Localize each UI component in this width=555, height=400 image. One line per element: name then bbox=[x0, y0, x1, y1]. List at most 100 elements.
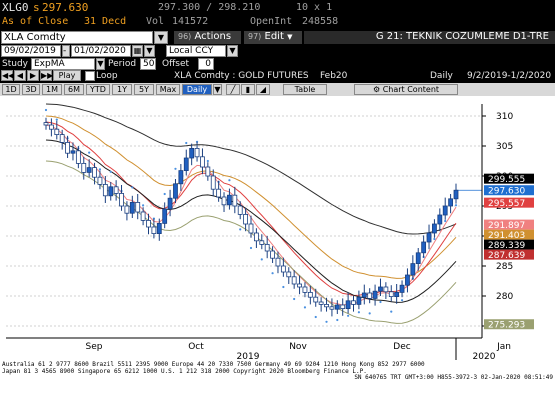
as-of-bar: As of Close 31 Decd Vol 141572 OpenInt 2… bbox=[0, 15, 555, 28]
candle bbox=[448, 198, 454, 207]
tab-ytd[interactable]: YTD bbox=[86, 84, 110, 95]
candle bbox=[70, 150, 76, 154]
sar-dot bbox=[239, 228, 242, 231]
fast-forward-icon[interactable]: ▶▶ bbox=[40, 70, 54, 81]
actions-menu[interactable]: 96) Actions ▼ bbox=[174, 31, 241, 53]
value-tag bbox=[484, 229, 534, 240]
candle bbox=[334, 304, 340, 310]
end-date-input[interactable]: 01/02/2020 bbox=[71, 45, 131, 57]
candle bbox=[210, 175, 216, 190]
table-button[interactable]: Table bbox=[283, 84, 327, 95]
tab-1m[interactable]: 1M bbox=[42, 84, 62, 95]
calendar-dropdown-icon[interactable]: ▼ bbox=[144, 45, 155, 57]
sar-dot bbox=[44, 108, 48, 112]
sar-dot bbox=[271, 272, 274, 275]
rewind-icon[interactable]: ◀◀ bbox=[1, 70, 15, 81]
line-chart-icon[interactable]: ╱ bbox=[226, 84, 240, 95]
x-tick-label: Sep bbox=[86, 342, 103, 352]
edit-menu[interactable]: 97) Edit ▼ bbox=[244, 31, 302, 44]
candle bbox=[394, 291, 400, 297]
sar-dot bbox=[454, 204, 458, 207]
range-label: 9/2/2019-1/2/2020 bbox=[467, 71, 552, 81]
candle bbox=[124, 205, 130, 214]
frequency-label: Daily bbox=[430, 71, 453, 81]
as-of-label: As of Close bbox=[2, 16, 69, 27]
candle bbox=[361, 292, 367, 298]
area-chart-icon[interactable]: ◢ bbox=[256, 84, 270, 95]
candle-chart-icon[interactable]: ▮ bbox=[241, 84, 255, 95]
candle bbox=[313, 296, 319, 303]
candle bbox=[205, 166, 211, 177]
volume-label: Vol bbox=[146, 16, 165, 27]
frequency-dropdown-icon[interactable]: ▼ bbox=[213, 84, 222, 95]
y-tick-label: 305 bbox=[496, 142, 513, 152]
contract-label: Feb20 bbox=[320, 71, 348, 81]
candle bbox=[189, 148, 195, 159]
chart-content-button[interactable]: ⚙ Chart Content bbox=[354, 84, 458, 95]
candle bbox=[156, 223, 162, 235]
play-button[interactable]: Play bbox=[53, 70, 81, 81]
sar-dot bbox=[433, 237, 436, 241]
frequency-select[interactable]: Daily bbox=[182, 84, 212, 95]
value-tag-label: 291.897 bbox=[488, 221, 525, 231]
calendar-icon[interactable]: ▦ bbox=[132, 45, 143, 57]
tab-1y[interactable]: 1Y bbox=[112, 84, 132, 95]
study-select[interactable]: ExpMA bbox=[31, 58, 95, 70]
x-tick-label: Jan bbox=[496, 342, 511, 352]
footer: Australia 61 2 9777 8600 Brazil 5511 239… bbox=[0, 360, 555, 400]
actions-label: Actions bbox=[194, 31, 232, 42]
sar-dot bbox=[357, 311, 360, 314]
period-input[interactable]: 50 bbox=[140, 58, 156, 70]
tab-max[interactable]: Max bbox=[156, 84, 180, 95]
value-tag-label: 291.403 bbox=[488, 231, 525, 241]
candle bbox=[453, 189, 459, 200]
ticker: XLG0 bbox=[2, 1, 29, 14]
candle bbox=[173, 183, 178, 199]
step-back-icon[interactable]: ◀ bbox=[14, 70, 26, 81]
start-date-input[interactable]: 09/02/2019 bbox=[1, 45, 61, 57]
value-tag bbox=[484, 197, 534, 208]
candle bbox=[415, 252, 421, 265]
candle bbox=[221, 196, 227, 206]
loop-checkbox[interactable] bbox=[85, 71, 95, 81]
value-tag-label: 297.630 bbox=[488, 187, 525, 197]
candle bbox=[426, 232, 432, 243]
sar-dot bbox=[260, 258, 263, 261]
study-dropdown-icon[interactable]: ▼ bbox=[96, 58, 105, 70]
actions-number: 96) bbox=[178, 32, 192, 41]
candle bbox=[43, 122, 49, 126]
step-forward-icon[interactable]: ▶ bbox=[27, 70, 39, 81]
x-year-label: 2020 bbox=[473, 352, 496, 360]
loop-label: Loop bbox=[96, 71, 118, 81]
price-chart[interactable]: 310305300295290285280275 SepOctNovDecJan… bbox=[0, 96, 555, 362]
ma-orange-line bbox=[45, 115, 457, 279]
currency-select[interactable]: Local CCY bbox=[166, 45, 226, 57]
candle bbox=[102, 184, 108, 197]
sar-dot bbox=[303, 306, 307, 309]
tab-6m[interactable]: 6M bbox=[64, 84, 84, 95]
candle bbox=[388, 291, 394, 298]
security-dropdown-icon[interactable]: ▼ bbox=[154, 31, 168, 44]
chart-area[interactable]: 310305300295290285280275 SepOctNovDecJan… bbox=[0, 96, 555, 362]
gear-icon: ⚙ bbox=[372, 85, 381, 94]
tab-5y[interactable]: 5Y bbox=[134, 84, 154, 95]
tab-3d[interactable]: 3D bbox=[22, 84, 40, 95]
offset-input[interactable]: 0 bbox=[198, 58, 214, 70]
study-bar: Study ExpMA ▼ Period 50 Offset 0 bbox=[0, 58, 555, 70]
candle bbox=[140, 211, 146, 221]
candle bbox=[97, 176, 103, 185]
security-input[interactable]: XLA Comdty bbox=[1, 31, 153, 44]
candle bbox=[340, 304, 346, 309]
ma-dark-line bbox=[45, 139, 457, 303]
sar-dot bbox=[228, 179, 231, 182]
sar-dot bbox=[282, 285, 285, 289]
candle bbox=[351, 300, 356, 305]
candle bbox=[216, 188, 222, 198]
candle bbox=[54, 128, 60, 136]
sar-dot bbox=[174, 167, 177, 170]
value-tag bbox=[484, 319, 534, 330]
candle bbox=[286, 271, 292, 278]
edit-number: 97) bbox=[248, 32, 262, 41]
currency-dropdown-icon[interactable]: ▼ bbox=[227, 45, 238, 57]
tab-1d[interactable]: 1D bbox=[2, 84, 20, 95]
